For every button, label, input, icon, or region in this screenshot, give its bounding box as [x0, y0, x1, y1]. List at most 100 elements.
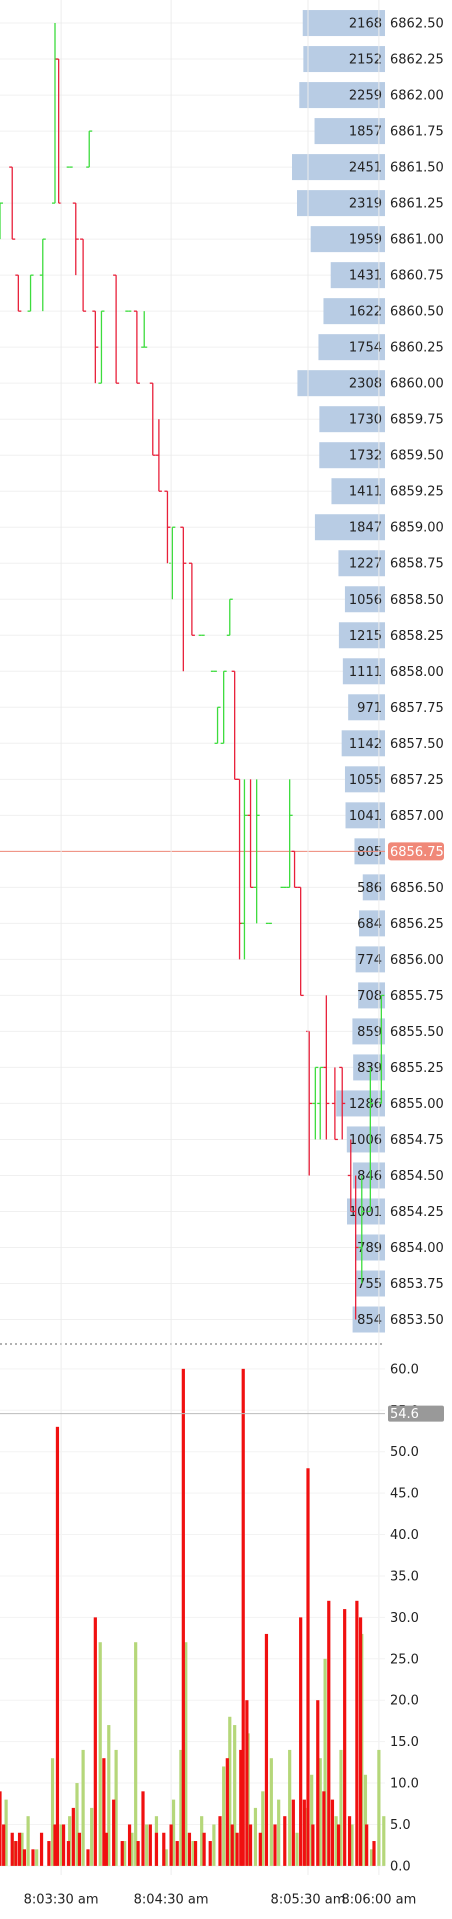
- profile-label: 586: [357, 881, 382, 896]
- profile-bar: [299, 82, 385, 109]
- volume-bar: [35, 1849, 39, 1866]
- profile-bar: [356, 1270, 385, 1297]
- x-tick-label: 8:04:30 am: [134, 1893, 209, 1908]
- profile-label: 1847: [349, 521, 382, 536]
- volume-bar: [336, 1824, 341, 1866]
- profile-bar: [314, 118, 385, 145]
- y-tick-label: 6854.75: [390, 1133, 444, 1148]
- last-value-box: [388, 1405, 444, 1422]
- profile-bar: [342, 658, 385, 685]
- volume-bar: [261, 1791, 265, 1866]
- volume-bar: [175, 1841, 179, 1866]
- volume-bar: [39, 1832, 44, 1866]
- volume-bar: [171, 1799, 176, 1866]
- volume-bar: [112, 1799, 116, 1866]
- volume-bar: [145, 1824, 149, 1866]
- profile-label: 1111: [349, 665, 382, 680]
- volume-bar: [59, 1824, 63, 1866]
- profile-bar: [314, 514, 385, 541]
- volume-bar: [90, 1807, 94, 1866]
- volume-bar: [283, 1816, 287, 1866]
- volume-bar: [47, 1841, 51, 1866]
- volume-bar: [363, 1774, 368, 1866]
- volume-bar: [235, 1832, 239, 1866]
- y-tick-label: 6859.75: [390, 413, 444, 428]
- volume-bar: [81, 1749, 85, 1866]
- volume-bar: [104, 1832, 108, 1866]
- profile-bar: [297, 190, 385, 217]
- y-tick-label: 6859.50: [390, 449, 444, 464]
- profile-bar: [352, 1018, 385, 1045]
- volume-bar: [75, 1783, 79, 1866]
- profile-label: 859: [357, 1025, 382, 1040]
- profile-label: 774: [357, 953, 382, 968]
- profile-bar: [302, 10, 385, 37]
- y-tick-label: 6854.25: [390, 1205, 444, 1220]
- volume-bar: [77, 1832, 82, 1866]
- profile-label: 1622: [349, 305, 382, 320]
- profile-bar: [318, 334, 385, 361]
- profile-label: 2308: [349, 377, 382, 392]
- profile-bar: [344, 586, 385, 613]
- profile-bar: [331, 478, 385, 505]
- volume-bar: [148, 1824, 152, 1866]
- last-price-label: 6856.75: [390, 845, 444, 860]
- profile-bar: [303, 46, 385, 73]
- volume-bar: [71, 1807, 75, 1866]
- y-tick-label: 45.0: [390, 1487, 419, 1502]
- y-tick-label: 6856.50: [390, 881, 444, 896]
- profile-bar: [338, 550, 385, 577]
- volume-bar: [222, 1766, 226, 1866]
- volume-bar: [120, 1841, 124, 1866]
- last-value-label: 54.6: [390, 1407, 419, 1422]
- y-tick-label: 6861.75: [390, 125, 444, 140]
- volume-bar: [302, 1799, 306, 1866]
- volume-bar: [208, 1841, 212, 1866]
- y-tick-label: 60.0: [390, 1362, 419, 1377]
- profile-label: 1142: [349, 737, 382, 752]
- volume-bar: [127, 1824, 132, 1866]
- profile-label: 1286: [349, 1097, 382, 1112]
- volume-bar: [323, 1658, 327, 1866]
- y-tick-label: 6856.00: [390, 953, 444, 968]
- volume-bar: [130, 1832, 134, 1866]
- volume-bar: [93, 1617, 97, 1866]
- volume-bar: [181, 1368, 185, 1866]
- y-tick-label: 6862.50: [390, 17, 444, 32]
- y-tick-label: 6860.00: [390, 377, 444, 392]
- y-tick-label: 6857.75: [390, 701, 444, 716]
- volume-bar: [350, 1824, 354, 1866]
- profile-label: 1056: [349, 593, 382, 608]
- y-tick-label: 6861.00: [390, 233, 444, 248]
- profile-label: 839: [357, 1061, 382, 1076]
- volume-bar: [179, 1749, 183, 1866]
- volume-bar: [311, 1824, 315, 1866]
- volume-bar: [358, 1617, 363, 1866]
- profile-bar: [323, 298, 385, 325]
- profile-bar: [338, 622, 385, 649]
- volume-bar: [22, 1849, 27, 1866]
- volume-bar: [225, 1758, 229, 1866]
- y-tick-label: 6862.25: [390, 53, 444, 68]
- y-tick-label: 6857.25: [390, 773, 444, 788]
- y-tick-label: 6854.50: [390, 1169, 444, 1184]
- profile-label: 1857: [349, 125, 382, 140]
- volume-bar: [239, 1749, 243, 1866]
- profile-bar: [297, 370, 385, 397]
- volume-bar: [372, 1841, 376, 1866]
- profile-bar: [352, 1162, 385, 1189]
- volume-bar: [316, 1700, 320, 1866]
- volume-bar: [264, 1633, 269, 1866]
- volume-bar: [277, 1799, 281, 1866]
- volume-bar: [66, 1841, 71, 1866]
- volume-bar: [10, 1832, 14, 1866]
- volume-bar: [187, 1832, 192, 1866]
- profile-label: 1730: [349, 413, 382, 428]
- volume-bar: [322, 1791, 326, 1866]
- volume-bar: [136, 1841, 140, 1866]
- volume-bar: [339, 1749, 343, 1866]
- volume-bar: [107, 1725, 111, 1866]
- y-tick-label: 6858.50: [390, 593, 444, 608]
- volume-bar: [330, 1799, 335, 1866]
